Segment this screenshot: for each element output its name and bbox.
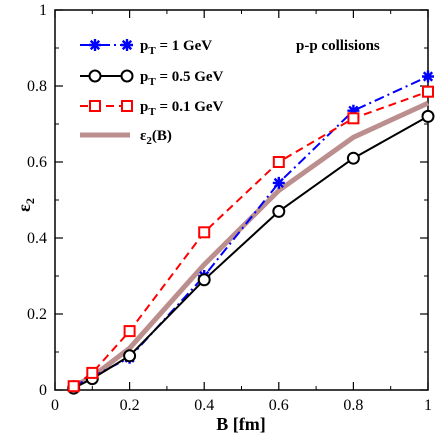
legend-entry: pT = 0.1 GeV bbox=[80, 99, 224, 118]
legend-entry: ε2(B) bbox=[80, 128, 172, 147]
x-tick-label: 0.6 bbox=[269, 397, 289, 414]
data-point bbox=[347, 104, 360, 117]
y-axis-title: ε2 bbox=[14, 198, 37, 212]
y-tick-label: 0 bbox=[39, 382, 47, 399]
data-point bbox=[272, 204, 286, 218]
legend-marker bbox=[89, 100, 101, 112]
x-tick-label: 0.4 bbox=[194, 397, 214, 414]
data-point bbox=[272, 176, 285, 189]
x-axis-title: B [fm] bbox=[216, 414, 265, 434]
legend-marker bbox=[88, 69, 102, 83]
data-point bbox=[272, 156, 285, 168]
legend: pT = 1 GeV pT = 0.5 GeV pT = 0.1 GeV ε2(B) bbox=[80, 38, 224, 147]
plot-frame bbox=[54, 9, 429, 391]
y-tick-label: 0.2 bbox=[27, 306, 47, 323]
svg-text:ε2: ε2 bbox=[14, 198, 37, 212]
y-axis-title-main: ε bbox=[14, 204, 34, 212]
x-tick-label: 1 bbox=[424, 397, 432, 414]
series-0 bbox=[67, 70, 434, 393]
series-line bbox=[73, 75, 429, 388]
data-point bbox=[422, 70, 434, 83]
legend-entry: pT = 1 GeV bbox=[80, 38, 212, 57]
data-point bbox=[198, 226, 211, 239]
data-point bbox=[67, 380, 80, 393]
legend-marker bbox=[89, 39, 101, 51]
y-tick-label: 0.8 bbox=[27, 78, 47, 95]
legend-label: pT = 0.5 GeV bbox=[140, 69, 224, 88]
legend-label: pT = 0.1 GeV bbox=[140, 99, 224, 118]
data-point bbox=[86, 366, 99, 379]
data-point bbox=[123, 325, 136, 338]
data-point bbox=[346, 151, 360, 165]
legend-label: ε2(B) bbox=[140, 128, 172, 147]
data-point bbox=[347, 112, 360, 125]
y-tick-label: 0.6 bbox=[27, 154, 47, 171]
annotation-text: p-p collisions bbox=[296, 38, 380, 54]
data-point bbox=[197, 273, 211, 287]
legend-marker bbox=[121, 100, 133, 112]
series-layer bbox=[67, 70, 435, 395]
y-tick-label: 0.4 bbox=[27, 230, 47, 247]
data-point bbox=[421, 109, 435, 123]
x-tick-label: 0 bbox=[51, 397, 59, 414]
series-2 bbox=[67, 85, 434, 393]
y-tick-label: 1 bbox=[39, 2, 47, 19]
x-tick-label: 0.8 bbox=[343, 397, 363, 414]
data-point bbox=[123, 349, 137, 363]
legend-marker bbox=[120, 69, 134, 83]
legend-marker bbox=[121, 39, 133, 51]
x-tick-label: 0.2 bbox=[120, 397, 140, 414]
axis-ticks: 0 0.2 0.4 0.6 0.8 1 0 0.2 0.4 0.6 0.8 1 bbox=[27, 2, 432, 414]
legend-entry: pT = 0.5 GeV bbox=[80, 69, 224, 88]
data-point bbox=[422, 85, 434, 98]
legend-label: pT = 1 GeV bbox=[140, 38, 212, 57]
y-axis-title-sub: 2 bbox=[23, 198, 37, 204]
